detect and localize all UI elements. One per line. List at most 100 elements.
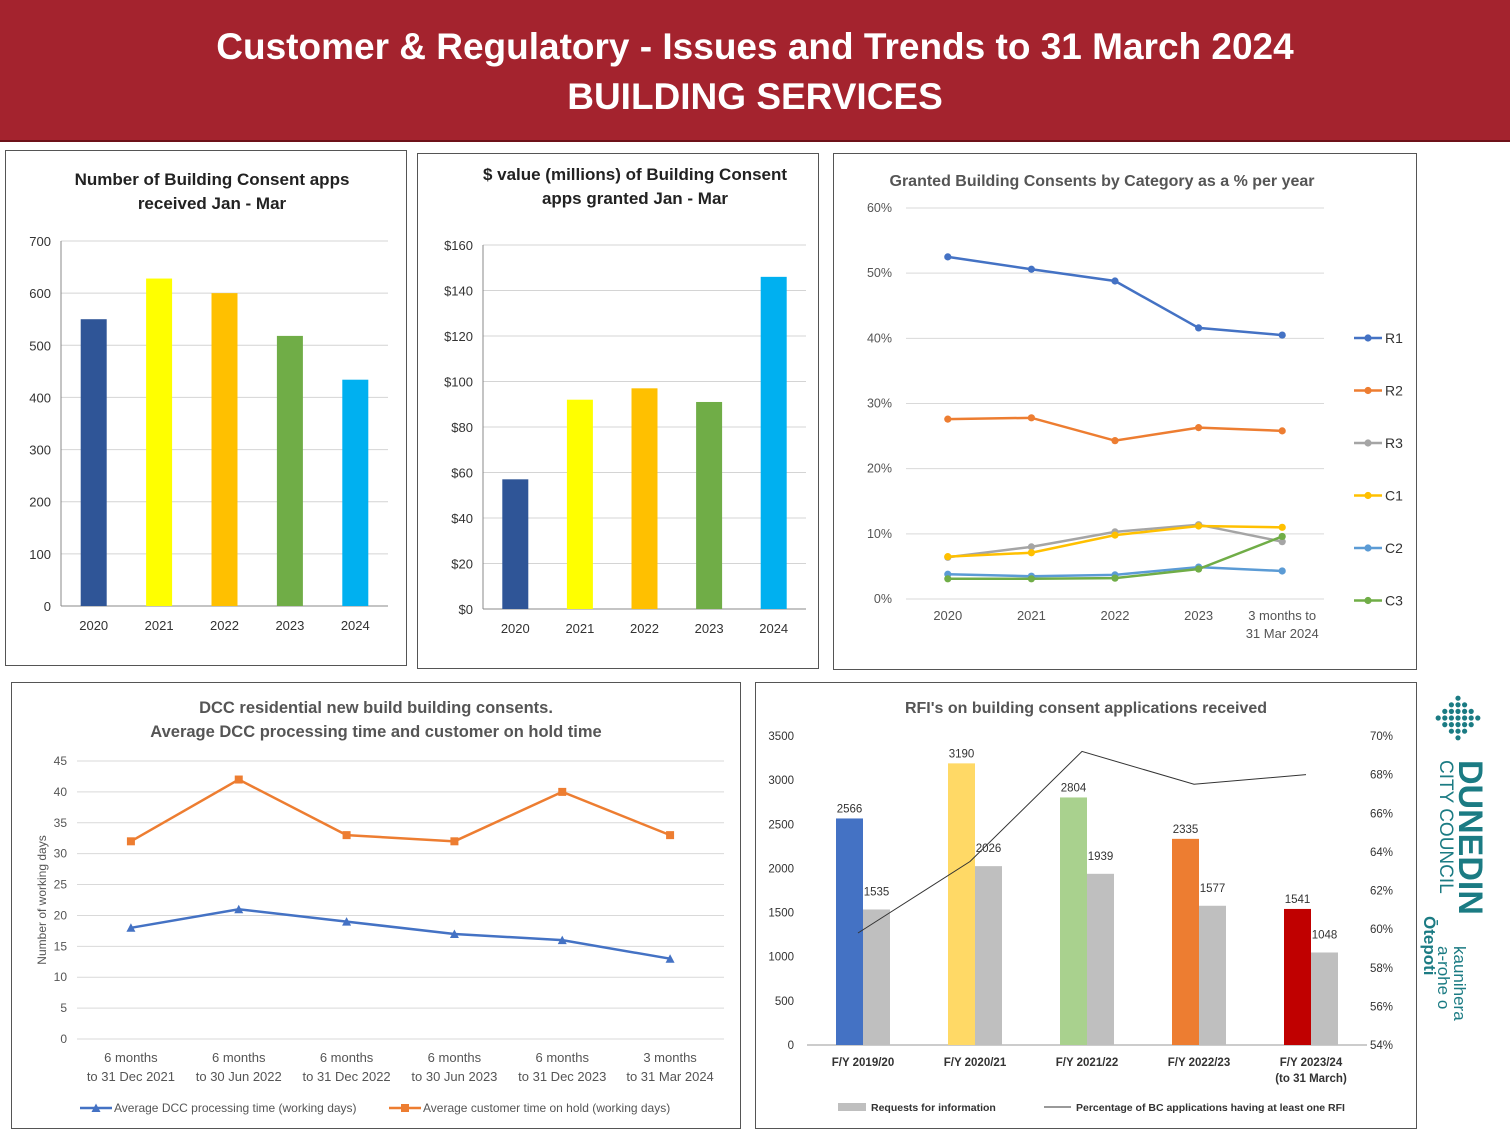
legend-label: R1	[1385, 330, 1403, 346]
x-tick-label: 2020	[933, 608, 962, 623]
series-line	[947, 255, 1283, 337]
data-point	[1027, 575, 1035, 583]
y-axis-label: Number of working days	[35, 835, 49, 964]
x-tick-label: F/Y 2019/20	[832, 1057, 894, 1069]
data-point	[1278, 523, 1286, 531]
data-point	[1027, 549, 1035, 557]
council-logo: DUNEDIN CITY COUNCIL kaunihera a-rohe o Ōtep…	[1418, 672, 1498, 1052]
data-point	[1278, 567, 1286, 575]
series-line	[130, 778, 671, 843]
y-tick-label: 5	[60, 1001, 67, 1015]
x-tick-label: to 30 Jun 2022	[196, 1069, 282, 1084]
data-label: 1541	[1285, 894, 1311, 906]
y-tick-label: $80	[451, 420, 473, 435]
y-tick-label: 30%	[867, 397, 892, 411]
bar	[1087, 873, 1114, 1045]
y-tick-label: 500	[29, 338, 51, 353]
consent-value-bar-chart: $ value (millions) of Building Consent ap…	[444, 165, 806, 636]
chart-title: Number of Building Consent apps	[75, 170, 350, 189]
legend-marker	[1364, 439, 1372, 447]
data-point	[1195, 324, 1203, 332]
chart-panel-consent-value: $ value (millions) of Building Consent ap…	[417, 153, 819, 669]
chart-title: Granted Building Consents by Category as…	[890, 173, 1315, 190]
data-label: 2804	[1061, 782, 1087, 794]
legend-marker	[1364, 491, 1372, 500]
data-point	[450, 837, 459, 846]
bar	[1199, 905, 1226, 1045]
y-tick-label: 15	[54, 939, 68, 953]
data-label: 3190	[949, 748, 975, 760]
x-tick-label: 2023	[275, 618, 304, 633]
logo-sub: CITY COUNCIL	[1435, 760, 1456, 894]
data-point	[234, 775, 243, 784]
data-point	[1111, 437, 1119, 445]
logo-dot	[1448, 715, 1454, 721]
header-subtitle: BUILDING SERVICES	[567, 76, 943, 117]
data-point	[1111, 574, 1119, 582]
logo-maori-2: a-rohe o	[1434, 946, 1453, 1009]
legend-marker	[1364, 386, 1372, 395]
x-tick-label: 2021	[145, 618, 174, 633]
data-point	[1027, 265, 1035, 273]
y-tick-label: 50%	[867, 266, 892, 280]
x-tick-label: to 31 Dec 2023	[518, 1069, 606, 1084]
y-tick-label: 500	[775, 996, 794, 1008]
y2-tick-label: 70%	[1370, 731, 1393, 743]
x-tick-label: F/Y 2021/22	[1056, 1057, 1118, 1069]
logo-dot	[1442, 708, 1448, 714]
y-tick-label: 0	[788, 1040, 794, 1052]
x-tick-label: 31 Mar 2024	[1246, 626, 1319, 641]
x-tick-label: F/Y 2020/21	[944, 1057, 1007, 1069]
chart-title: DCC residential new build building conse…	[199, 699, 553, 717]
y2-tick-label: 68%	[1370, 770, 1393, 782]
x-tick-label: 6 months	[536, 1050, 590, 1065]
logo-dot	[1468, 708, 1474, 714]
y-tick-label: 0	[60, 1032, 67, 1046]
chart-title: apps granted Jan - Mar	[542, 189, 728, 208]
series-line	[857, 750, 1307, 934]
bar	[566, 399, 593, 609]
y-tick-label: 300	[29, 443, 51, 458]
logo-dot	[1462, 722, 1468, 728]
data-point	[1195, 424, 1203, 432]
data-label: 1939	[1088, 851, 1114, 863]
y-tick-label: 3500	[768, 731, 794, 743]
y-tick-label: 0	[44, 599, 51, 614]
data-label: 1577	[1200, 883, 1226, 895]
y2-tick-label: 66%	[1370, 808, 1393, 820]
data-point	[1278, 538, 1286, 546]
y-tick-label: 10%	[867, 527, 892, 541]
bar	[836, 818, 863, 1045]
logo-dot	[1448, 722, 1454, 728]
data-point	[126, 837, 135, 846]
x-tick-label: 2024	[759, 621, 788, 636]
logo-dot	[1455, 715, 1461, 721]
bar	[975, 866, 1002, 1045]
x-tick-label: to 31 Dec 2022	[302, 1069, 390, 1084]
logo-name: DUNEDIN	[1451, 760, 1489, 915]
x-tick-label: (to 31 March)	[1275, 1073, 1347, 1085]
y-tick-label: 40%	[867, 331, 892, 345]
chart-title: Average DCC processing time and customer…	[150, 723, 601, 741]
legend-marker	[1364, 596, 1372, 605]
legend-label: R2	[1385, 383, 1403, 399]
data-point	[557, 935, 567, 945]
x-tick-label: 6 months	[320, 1050, 374, 1065]
category-percent-line-chart: Granted Building Consents by Category as…	[867, 173, 1403, 641]
y-tick-label: $140	[444, 284, 473, 299]
y-tick-label: 700	[29, 234, 51, 249]
data-point	[1278, 532, 1286, 541]
logo-dot	[1462, 728, 1468, 734]
x-tick-label: 3 months to	[1248, 608, 1316, 623]
y-tick-label: 20%	[867, 462, 892, 476]
y2-tick-label: 64%	[1370, 847, 1393, 859]
legend-marker	[401, 1104, 409, 1112]
data-label: 1535	[864, 886, 890, 898]
data-point	[234, 904, 244, 914]
data-point	[1278, 427, 1286, 435]
logo-dot	[1455, 722, 1461, 728]
data-point	[342, 831, 351, 840]
legend-label: C2	[1385, 540, 1403, 556]
series-line	[130, 908, 671, 960]
